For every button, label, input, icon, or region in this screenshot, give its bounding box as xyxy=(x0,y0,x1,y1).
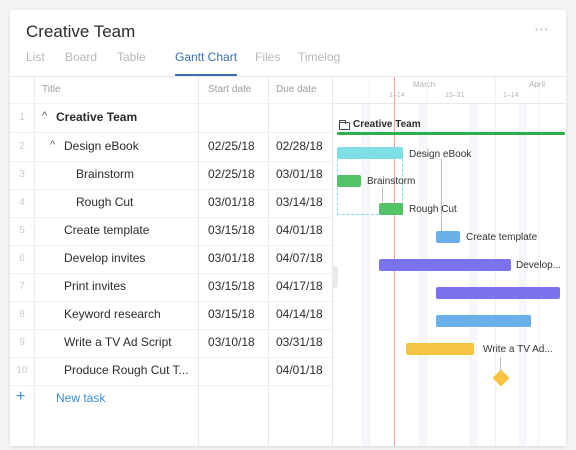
gantt-chart: March April 1–14 15–31 1–14 Creative Tea… xyxy=(332,77,566,446)
gantt-bar-create-template[interactable] xyxy=(436,231,460,243)
collapse-caret-icon[interactable]: ^ xyxy=(50,139,56,151)
gantt-bar-label: Design eBook xyxy=(409,149,472,160)
dependency-outline xyxy=(337,159,403,215)
due-date[interactable]: 03/01/18 xyxy=(276,167,323,181)
task-name: Keyword research xyxy=(64,307,161,321)
start-date[interactable]: 03/15/18 xyxy=(208,307,255,321)
table-row[interactable]: 1 ^ Creative Team xyxy=(19,110,138,124)
collapse-caret-icon[interactable]: ^ xyxy=(42,110,48,122)
task-name: Develop invites xyxy=(64,251,146,265)
start-date[interactable]: 03/15/18 xyxy=(208,279,255,293)
gantt-bar-label: Brainstorm xyxy=(367,176,416,187)
gantt-bar-label: Develop... xyxy=(516,260,562,271)
week-label: 15–31 xyxy=(445,92,465,99)
task-name: Creative Team xyxy=(56,110,138,124)
panel-resize-handle[interactable] xyxy=(332,266,338,288)
group-bar-label: Creative Team xyxy=(353,119,421,130)
gantt-bar-write-tv-ad-script[interactable] xyxy=(406,343,474,355)
task-name: Create template xyxy=(64,223,150,237)
column-header-start-date[interactable]: Start date xyxy=(208,84,252,95)
dependency-arrow xyxy=(500,357,501,371)
table-row[interactable]: 10 Produce Rough Cut T... 04/01/18 xyxy=(16,363,323,377)
tab-timelog[interactable]: Timelog xyxy=(298,50,341,64)
new-task-row[interactable]: + New task xyxy=(10,385,332,413)
month-label: March xyxy=(413,80,436,89)
tab-list[interactable]: List xyxy=(26,50,45,64)
gantt-bar-keyword-research[interactable] xyxy=(436,315,531,327)
new-task-button[interactable]: New task xyxy=(56,391,106,405)
task-name: Brainstorm xyxy=(76,167,135,181)
start-date[interactable]: 03/01/18 xyxy=(208,251,255,265)
due-date[interactable]: 03/14/18 xyxy=(276,195,323,209)
column-header-title[interactable]: Title xyxy=(42,84,61,95)
active-tab-indicator xyxy=(175,74,237,76)
due-date[interactable]: 04/17/18 xyxy=(276,279,323,293)
start-date[interactable]: 03/10/18 xyxy=(208,335,255,349)
table-row[interactable]: 3 Brainstorm 02/25/18 03/01/18 xyxy=(19,167,323,181)
group-summary-bar[interactable] xyxy=(337,132,565,135)
start-date[interactable]: 02/25/18 xyxy=(208,139,255,153)
gantt-bar-design-ebook[interactable] xyxy=(337,147,403,159)
tabs-divider xyxy=(10,76,566,77)
table-row[interactable]: 4 Rough Cut 03/01/18 03/14/18 xyxy=(19,195,323,209)
week-label: 1–14 xyxy=(503,92,519,99)
month-label: April xyxy=(529,80,546,89)
folder-icon xyxy=(339,120,350,130)
column-header-due-date[interactable]: Due date xyxy=(276,84,317,95)
more-options-icon[interactable]: ⋯ xyxy=(534,21,550,38)
plus-icon[interactable]: + xyxy=(16,388,26,405)
task-name: Rough Cut xyxy=(76,195,134,209)
tab-board[interactable]: Board xyxy=(65,50,98,64)
table-row[interactable]: 9 Write a TV Ad Script 03/10/18 03/31/18 xyxy=(19,335,323,349)
gantt-bar-develop-invites[interactable] xyxy=(379,259,511,271)
due-date[interactable]: 02/28/18 xyxy=(276,139,323,153)
task-name: Design eBook xyxy=(64,139,139,153)
gantt-bar-label: Rough Cut xyxy=(409,204,457,215)
dependency-arrow xyxy=(382,187,383,202)
table-row[interactable]: 7 Print invites 03/15/18 04/17/18 xyxy=(19,279,323,293)
tab-table[interactable]: Table xyxy=(117,50,146,64)
due-date[interactable]: 04/01/18 xyxy=(276,223,323,237)
task-name: Write a TV Ad Script xyxy=(64,335,172,349)
task-name: Print invites xyxy=(64,279,127,293)
project-card: Creative Team ⋯ List Board Table Gantt C… xyxy=(10,10,566,446)
week-label: 1–14 xyxy=(389,92,405,99)
table-row[interactable]: 2 ^ Design eBook 02/25/18 02/28/18 xyxy=(19,139,323,153)
start-date[interactable]: 03/15/18 xyxy=(208,223,255,237)
table-row[interactable]: 5 Create template 03/15/18 04/01/18 xyxy=(19,223,323,237)
table-row[interactable]: 8 Keyword research 03/15/18 04/14/18 xyxy=(19,307,323,321)
gantt-bar-rough-cut[interactable] xyxy=(379,203,403,215)
table-row[interactable]: 6 Develop invites 03/01/18 04/07/18 xyxy=(19,251,323,265)
task-table: Title Start date Due date 1 ^ Creative T… xyxy=(10,77,332,446)
gantt-bar-label: Write a TV Ad... xyxy=(483,344,553,355)
page-title: Creative Team xyxy=(26,22,136,41)
tab-files[interactable]: Files xyxy=(255,50,281,64)
task-name: Produce Rough Cut T... xyxy=(64,363,189,377)
gantt-bar-print-invites[interactable] xyxy=(436,287,560,299)
tab-gantt-chart[interactable]: Gantt Chart xyxy=(175,50,238,64)
start-date[interactable]: 03/01/18 xyxy=(208,195,255,209)
due-date[interactable]: 04/14/18 xyxy=(276,307,323,321)
gantt-bar-label: Create template xyxy=(466,232,538,243)
dependency-arrow xyxy=(441,159,442,231)
gantt-bar-brainstorm[interactable] xyxy=(337,175,361,187)
due-date[interactable]: 04/01/18 xyxy=(276,363,323,377)
start-date[interactable]: 02/25/18 xyxy=(208,167,255,181)
due-date[interactable]: 03/31/18 xyxy=(276,335,323,349)
due-date[interactable]: 04/07/18 xyxy=(276,251,323,265)
